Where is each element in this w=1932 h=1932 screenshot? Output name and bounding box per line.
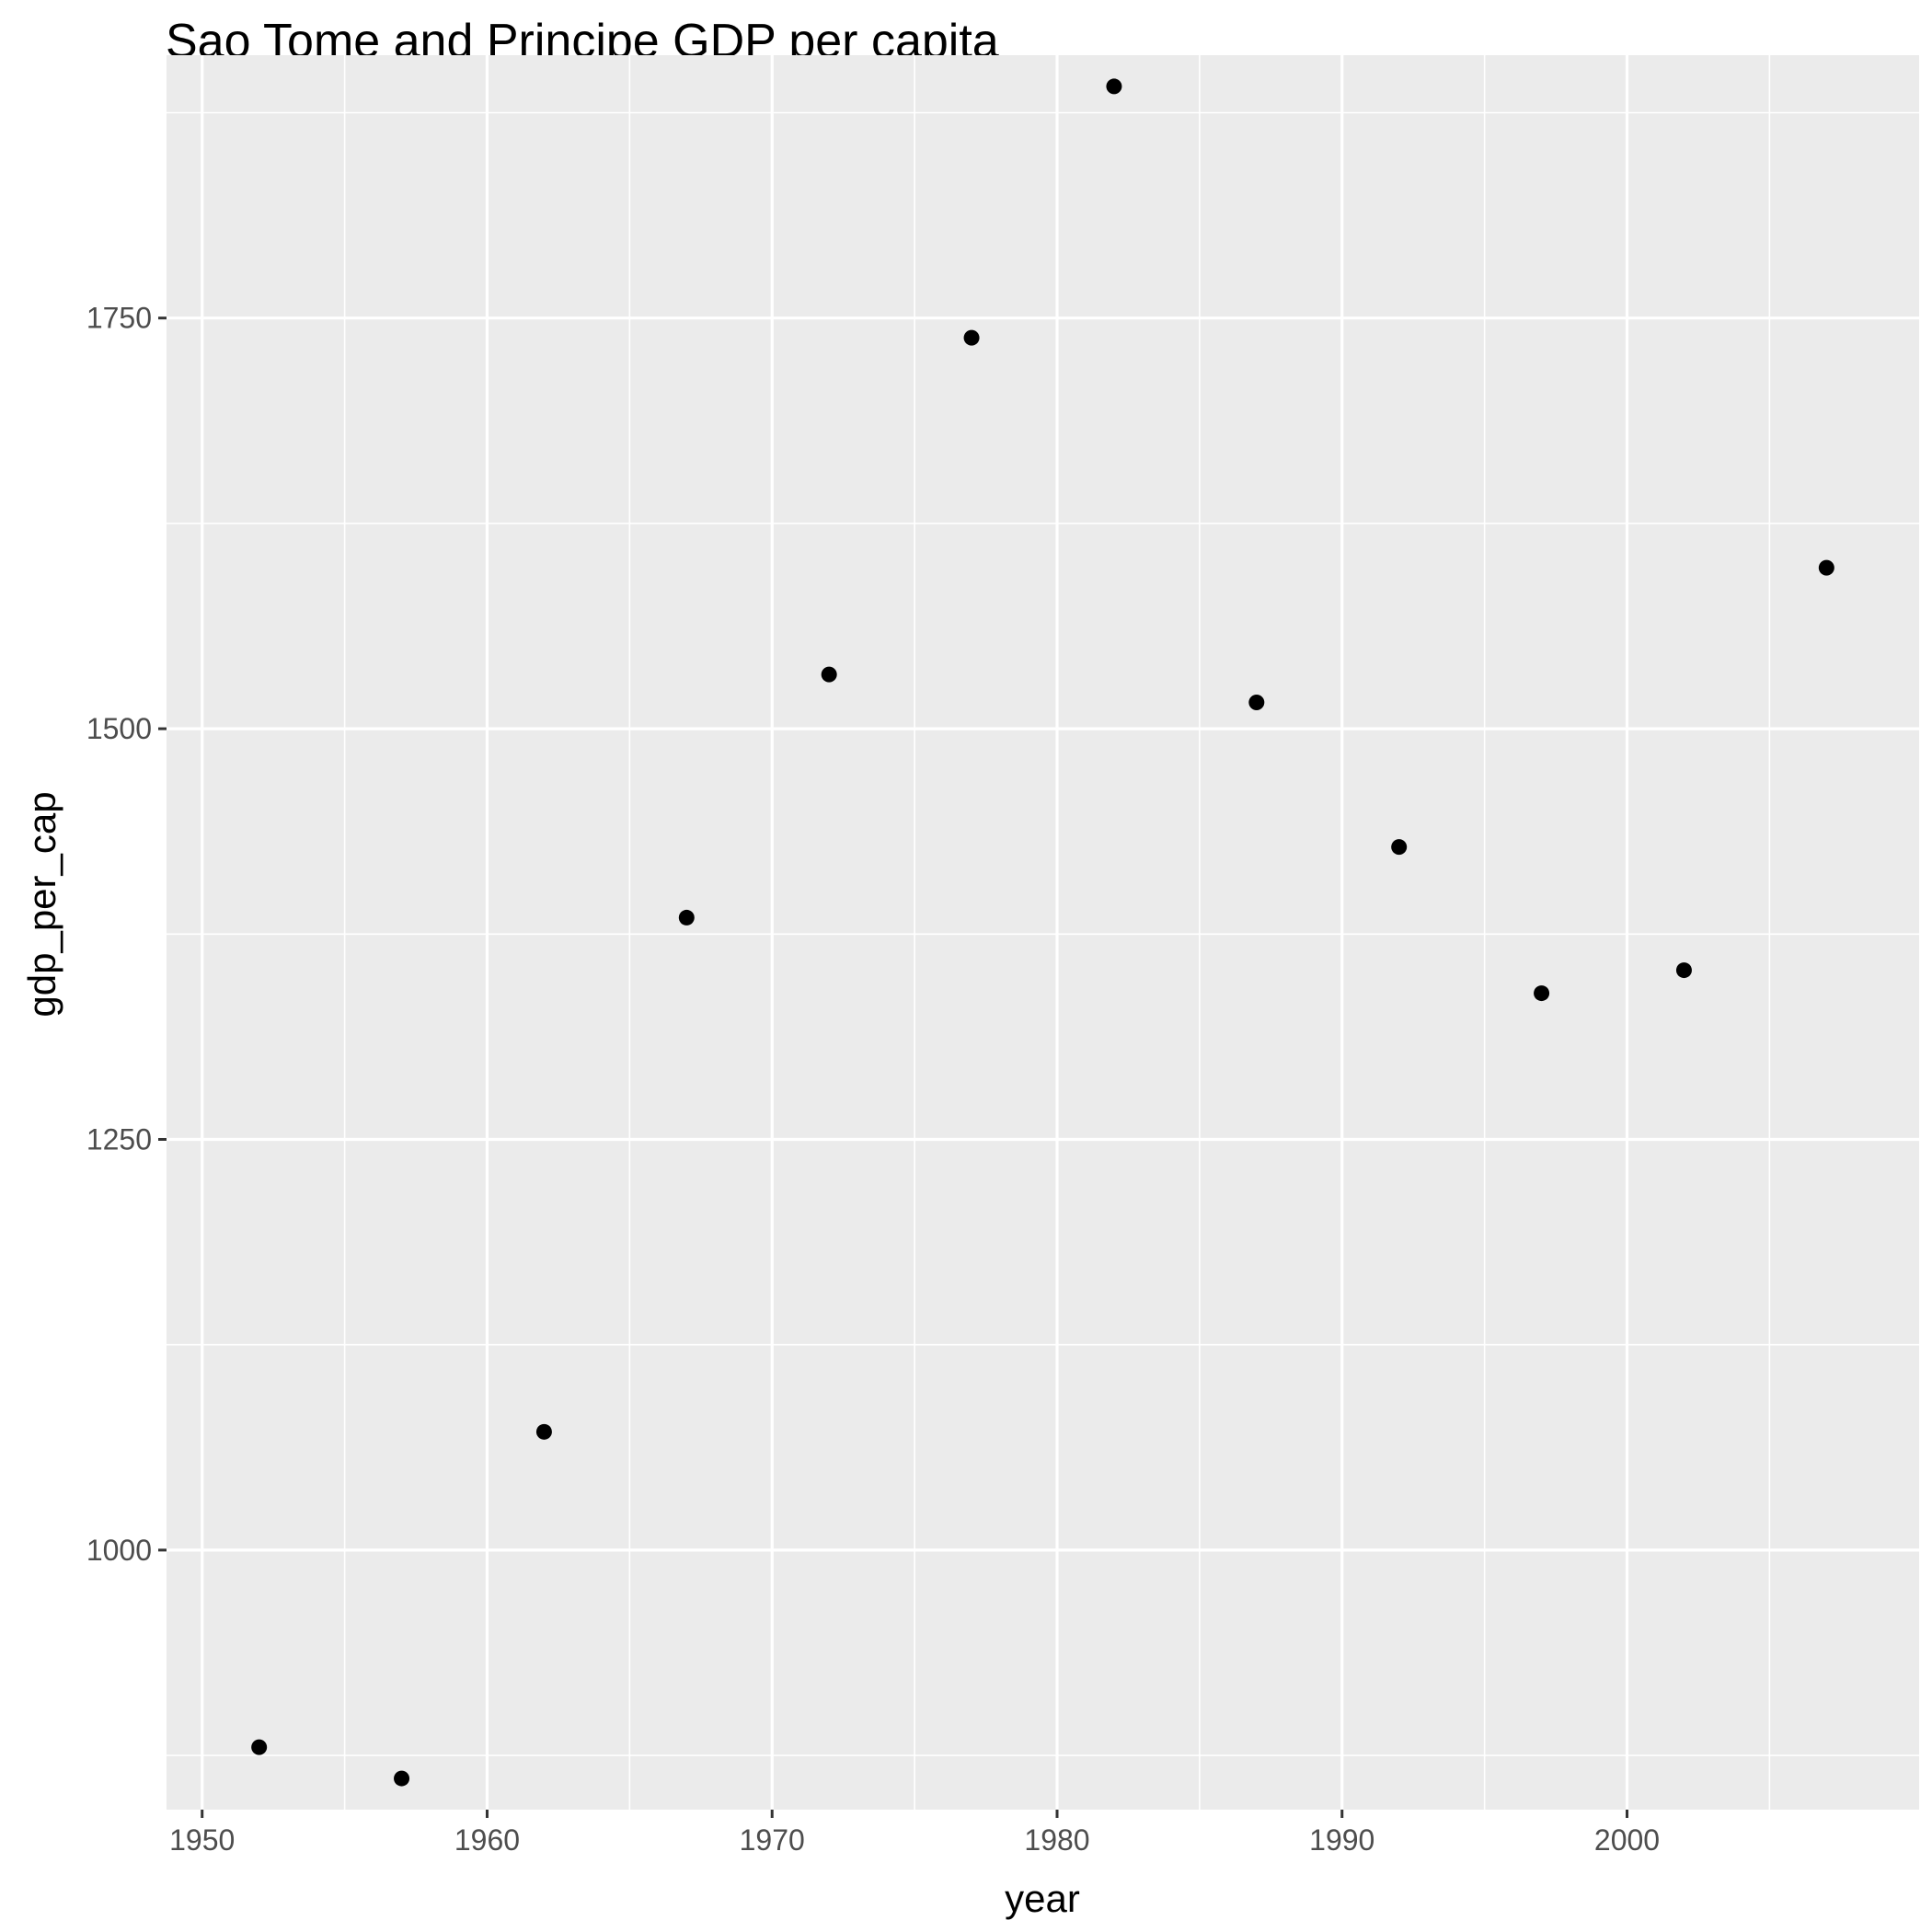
y-tick-label: 1500 [86,712,152,745]
data-point [1675,962,1692,979]
data-point [251,1739,268,1755]
y-tick-label: 1750 [86,302,152,335]
x-tick-label: 1950 [169,1823,235,1857]
x-tick-label: 1960 [454,1823,520,1857]
data-point [678,909,695,926]
x-tick-label: 1970 [740,1823,805,1857]
data-point [394,1770,410,1787]
y-tick-label: 1250 [86,1122,152,1156]
data-point [1818,559,1834,576]
major-gridlines [167,55,1919,1810]
data-point [1534,985,1550,1002]
data-point [1248,695,1265,711]
x-tick-label: 2000 [1594,1823,1660,1857]
x-tick-label: 1980 [1024,1823,1089,1857]
y-tick-label: 1000 [86,1534,152,1567]
data-point [1391,839,1408,856]
data-point [1106,78,1122,95]
data-point [535,1423,552,1440]
data-point [821,666,837,683]
data-point [963,329,980,346]
x-axis-title: year [1005,1877,1080,1920]
y-axis: 1000 1250 1500 1750 [86,302,167,1567]
x-tick-label: 1990 [1309,1823,1374,1857]
data-points [251,78,1834,1787]
y-axis-title: gdp_per_cap [20,791,63,1017]
x-axis: 1950 1960 1970 1980 1990 2000 [169,1810,1660,1857]
